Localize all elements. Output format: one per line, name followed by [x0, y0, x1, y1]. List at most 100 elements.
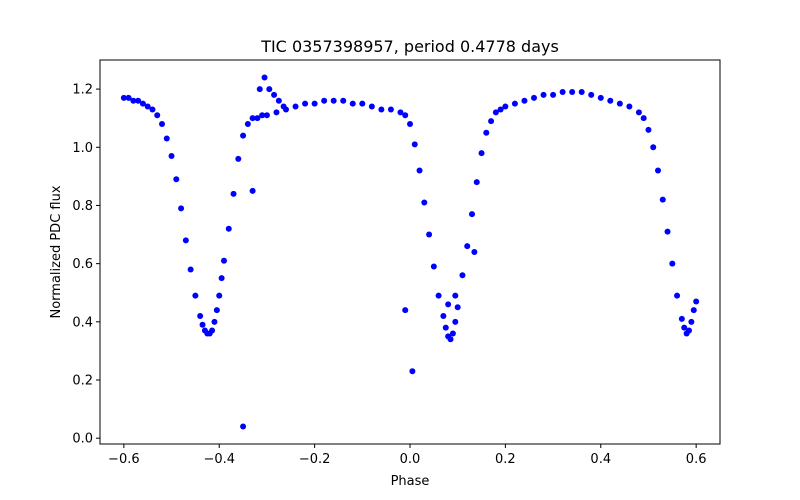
- data-point: [330, 97, 337, 104]
- outlier-point: [409, 368, 416, 375]
- data-point: [359, 100, 366, 107]
- data-point: [416, 167, 423, 174]
- data-point: [240, 132, 247, 139]
- data-point: [693, 298, 700, 305]
- data-point: [550, 91, 557, 98]
- x-axis-label: Phase: [391, 474, 430, 489]
- data-point: [686, 327, 692, 334]
- data-point: [650, 144, 657, 151]
- x-tick-label: −0.6: [108, 452, 140, 467]
- data-point: [426, 231, 433, 238]
- data-point: [273, 109, 280, 116]
- data-point: [440, 313, 447, 319]
- data-point: [173, 176, 180, 183]
- data-point: [149, 106, 156, 113]
- outlier-point: [471, 249, 478, 255]
- y-axis-ticks: 0.0 0.2 0.4 0.6 0.8 1.0 1.2: [72, 83, 100, 447]
- data-point: [192, 292, 199, 299]
- outlier-point: [249, 187, 256, 194]
- x-tick-label: 0.4: [590, 452, 611, 467]
- outlier-point: [271, 91, 278, 98]
- data-point: [218, 275, 225, 282]
- x-tick-label: 0.0: [400, 452, 421, 467]
- data-point: [199, 321, 206, 328]
- data-point: [678, 315, 685, 322]
- data-point: [659, 196, 666, 203]
- data-point: [655, 167, 661, 174]
- data-point: [478, 150, 485, 157]
- data-point: [209, 327, 216, 334]
- data-point: [125, 94, 132, 101]
- data-point: [340, 97, 347, 104]
- data-point: [144, 103, 151, 110]
- data-point: [531, 94, 537, 101]
- data-point: [216, 292, 223, 299]
- data-point: [230, 190, 237, 197]
- data-point: [559, 89, 566, 95]
- data-point: [211, 318, 218, 325]
- chart-title: TIC 0357398957, period 0.4778 days: [260, 37, 559, 56]
- data-point: [254, 115, 261, 122]
- data-point: [402, 112, 409, 119]
- y-tick-label: 0.8: [72, 199, 93, 214]
- data-point: [469, 211, 475, 218]
- data-point: [407, 121, 413, 127]
- data-point: [187, 266, 194, 273]
- outlier-point: [280, 103, 287, 110]
- x-axis-ticks: −0.6 −0.4 −0.2 0.0 0.2 0.4 0.6: [108, 444, 706, 467]
- data-point: [569, 89, 576, 95]
- outlier-point: [240, 423, 247, 430]
- data-point: [597, 94, 604, 101]
- data-point: [645, 126, 652, 133]
- data-point: [120, 94, 127, 101]
- data-point: [521, 97, 528, 104]
- y-tick-label: 0.0: [72, 432, 93, 447]
- data-point: [442, 324, 449, 331]
- y-tick-label: 0.2: [72, 374, 93, 389]
- outlier-point: [445, 301, 452, 308]
- data-point: [483, 129, 490, 136]
- data-points: [120, 74, 700, 430]
- data-point: [378, 106, 385, 113]
- data-point: [690, 307, 697, 314]
- data-point: [449, 330, 456, 337]
- data-point: [464, 243, 471, 250]
- data-point: [387, 106, 394, 113]
- data-point: [349, 100, 356, 107]
- data-point: [452, 318, 459, 325]
- data-point: [540, 91, 547, 98]
- outlier-point: [275, 97, 282, 104]
- data-point: [168, 153, 175, 159]
- data-point: [488, 118, 495, 125]
- y-tick-label: 1.0: [72, 141, 93, 156]
- data-point: [154, 112, 161, 119]
- outlier-point: [266, 86, 273, 93]
- data-point: [454, 304, 461, 311]
- data-point: [473, 179, 480, 186]
- data-point: [430, 263, 437, 270]
- y-tick-label: 0.6: [72, 257, 93, 272]
- y-axis-label: Normalized PDC flux: [49, 185, 64, 318]
- data-point: [292, 103, 299, 110]
- data-point: [263, 112, 270, 119]
- data-point: [259, 112, 266, 119]
- data-point: [249, 115, 256, 122]
- data-point: [459, 272, 466, 279]
- data-point: [321, 97, 328, 104]
- y-tick-label: 0.4: [72, 315, 93, 330]
- data-point: [492, 109, 499, 116]
- data-point: [502, 103, 509, 110]
- data-point: [640, 115, 647, 122]
- data-point: [182, 237, 189, 244]
- data-point: [139, 100, 146, 107]
- outlier-point: [402, 307, 409, 314]
- data-point: [235, 155, 242, 162]
- data-point: [681, 324, 688, 331]
- data-point: [397, 109, 404, 116]
- data-point: [221, 257, 227, 264]
- x-tick-label: −0.4: [203, 452, 235, 467]
- data-point: [213, 307, 220, 314]
- data-point: [669, 260, 676, 267]
